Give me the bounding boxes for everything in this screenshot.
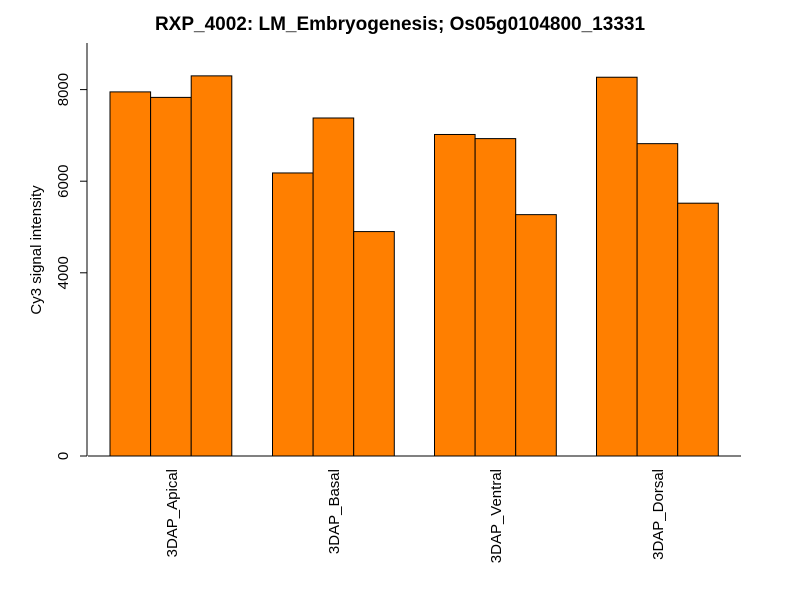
x-tick-label: 3DAP_Ventral: [488, 469, 505, 563]
bar-3dap_basal-3: [353, 231, 395, 457]
bar-3dap_dorsal-2: [636, 143, 679, 457]
bar-3dap_ventral-2: [474, 138, 517, 457]
x-tick-label: 3DAP_Basal: [326, 469, 343, 554]
x-tick-label: 3DAP_Dorsal: [650, 469, 667, 560]
y-tick-label: 0: [55, 452, 72, 460]
bar-3dap_basal-1: [272, 172, 314, 457]
x-tick-label: 3DAP_Apical: [164, 469, 181, 557]
bars-group: [109, 75, 719, 457]
x-axis: 3DAP_Apical 3DAP_Basal 3DAP_Ventral 3DAP_Do…: [88, 455, 741, 563]
bar-3dap_ventral-3: [515, 214, 557, 457]
bar-3dap_ventral-1: [434, 133, 476, 457]
bar-3dap_apical-2: [150, 96, 192, 457]
y-tick-label: 4000: [55, 256, 72, 289]
bar-3dap_dorsal-1: [596, 76, 638, 457]
bar-3dap_dorsal-3: [677, 202, 719, 457]
bar-3dap_basal-2: [312, 117, 355, 457]
bar-3dap_apical-1: [109, 91, 152, 457]
y-tick-label: 8000: [55, 73, 72, 106]
y-axis: 0 4000 6000 8000: [55, 43, 88, 460]
y-tick-label: 6000: [55, 165, 72, 198]
y-axis-label: Cy3 signal intensity: [28, 185, 45, 315]
bar-3dap_apical-3: [190, 75, 233, 457]
chart-title: RXP_4002: LM_Embryogenesis; Os05g0104800…: [155, 14, 645, 35]
